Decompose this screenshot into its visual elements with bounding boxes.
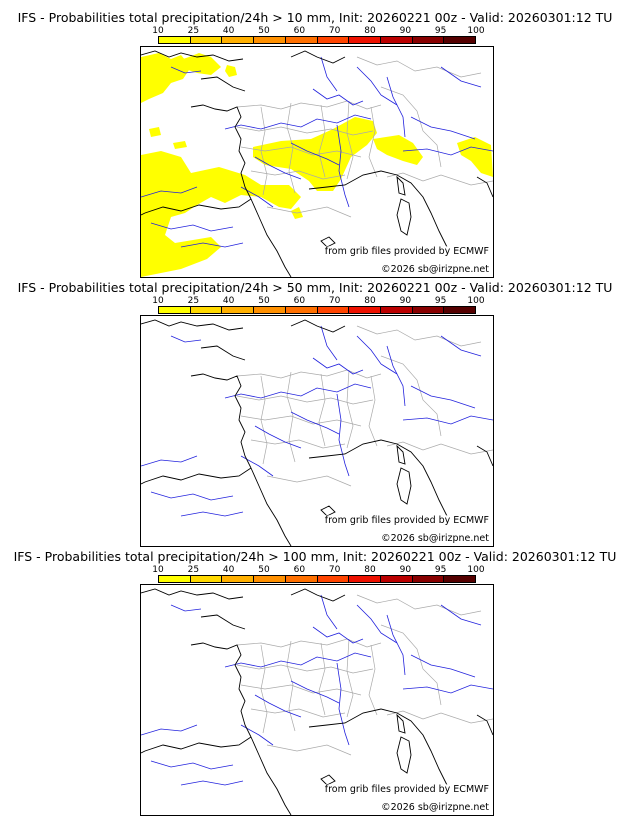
scale-label: 70 — [328, 296, 341, 306]
scale-cell — [349, 307, 381, 313]
scale-bar — [158, 36, 476, 44]
scale-cell — [317, 307, 350, 313]
credit-source: from grib files provided by ECMWF — [324, 515, 489, 526]
scale-label: 60 — [293, 296, 306, 306]
scale-label: 70 — [328, 26, 341, 36]
scale-label: 90 — [399, 26, 412, 36]
scale-cell — [285, 307, 318, 313]
scale-label: 95 — [434, 296, 447, 306]
rivers — [141, 325, 493, 517]
scale-label: 80 — [364, 296, 376, 306]
scale-bar — [158, 306, 476, 314]
probability-color-scale: 10 25 40 50 60 70 80 90 95 100 — [152, 296, 485, 314]
precip-field — [141, 53, 493, 277]
country-borders — [236, 594, 493, 756]
scale-cell — [412, 307, 445, 313]
scale-label: 10 — [152, 26, 164, 36]
scale-label: 40 — [222, 296, 235, 306]
scale-cell — [444, 37, 476, 43]
probability-color-scale: 10 25 40 50 60 70 80 90 95 100 — [152, 565, 485, 583]
scale-cell — [254, 307, 286, 313]
scale-cell — [159, 576, 191, 582]
scale-cell — [222, 576, 255, 582]
credit-source: from grib files provided by ECMWF — [324, 784, 489, 795]
scale-labels: 10 25 40 50 60 70 80 90 95 100 — [152, 565, 484, 575]
scale-label: 60 — [293, 26, 306, 36]
scale-cell — [444, 576, 476, 582]
scale-label: 80 — [364, 565, 376, 575]
scale-label: 95 — [434, 565, 447, 575]
scale-label: 90 — [399, 296, 412, 306]
scale-cell — [349, 37, 381, 43]
panel-title: IFS - Probabilities total precipitation/… — [17, 280, 613, 295]
map-drawing — [141, 319, 493, 546]
scale-label: 70 — [328, 565, 341, 575]
panel-10mm: IFS - Probabilities total precipitation/… — [0, 10, 630, 278]
scale-cell — [190, 37, 223, 43]
scale-cell — [159, 307, 191, 313]
scale-cell — [254, 576, 286, 582]
scale-labels: 10 25 40 50 60 70 80 90 95 100 — [152, 296, 484, 306]
scale-bar — [158, 575, 476, 583]
scale-label: 40 — [222, 565, 235, 575]
scale-cell — [317, 37, 350, 43]
scale-cell — [380, 37, 413, 43]
probability-color-scale: 10 25 40 50 60 70 80 90 95 100 — [152, 26, 485, 44]
scale-cell — [222, 307, 255, 313]
panel-title: IFS - Probabilities total precipitation/… — [13, 549, 617, 564]
map-drawing — [141, 588, 493, 815]
scale-label: 50 — [258, 565, 270, 575]
country-borders — [236, 56, 493, 218]
scale-label: 25 — [187, 565, 200, 575]
scale-cell — [222, 37, 255, 43]
coastline — [141, 50, 493, 277]
scale-cell — [380, 576, 413, 582]
scale-label: 50 — [258, 26, 270, 36]
scale-cell — [190, 576, 223, 582]
country-borders — [236, 325, 493, 487]
scale-label: 60 — [293, 565, 306, 575]
rivers — [141, 594, 493, 786]
scale-label: 25 — [187, 296, 200, 306]
scale-label: 80 — [364, 26, 376, 36]
scale-cell — [317, 576, 350, 582]
scale-cell — [444, 307, 476, 313]
scale-label: 100 — [467, 565, 485, 575]
scale-label: 95 — [434, 26, 447, 36]
scale-cell — [285, 37, 318, 43]
map-50mm: from grib files provided by ECMWF ©2026 … — [140, 315, 494, 547]
coastline — [141, 588, 493, 815]
scale-cell — [285, 576, 318, 582]
map-100mm: from grib files provided by ECMWF ©2026 … — [140, 584, 494, 816]
scale-cell — [254, 37, 286, 43]
panel-50mm: IFS - Probabilities total precipitation/… — [0, 280, 630, 548]
scale-label: 10 — [152, 296, 164, 306]
scale-label: 10 — [152, 565, 164, 575]
credit-copyright: ©2026 sb@irizpne.net — [381, 533, 489, 544]
credit-copyright: ©2026 sb@irizpne.net — [381, 264, 489, 275]
scale-label: 40 — [222, 26, 235, 36]
scale-label: 100 — [467, 296, 485, 306]
rivers — [141, 56, 493, 248]
scale-cell — [412, 37, 445, 43]
map-drawing — [141, 50, 493, 277]
panel-title: IFS - Probabilities total precipitation/… — [17, 10, 613, 25]
scale-cell — [349, 576, 381, 582]
map-10mm: from grib files provided by ECMWF ©2026 … — [140, 46, 494, 278]
scale-labels: 10 25 40 50 60 70 80 90 95 100 — [152, 26, 484, 36]
panel-100mm: IFS - Probabilities total precipitation/… — [0, 549, 630, 817]
scale-label: 90 — [399, 565, 412, 575]
scale-cell — [159, 37, 191, 43]
scale-cell — [412, 576, 445, 582]
scale-label: 100 — [467, 26, 485, 36]
scale-cell — [190, 307, 223, 313]
scale-label: 25 — [187, 26, 200, 36]
coastline — [141, 319, 493, 546]
credit-source: from grib files provided by ECMWF — [324, 246, 489, 257]
scale-label: 50 — [258, 296, 270, 306]
credit-copyright: ©2026 sb@irizpne.net — [381, 802, 489, 813]
scale-cell — [380, 307, 413, 313]
